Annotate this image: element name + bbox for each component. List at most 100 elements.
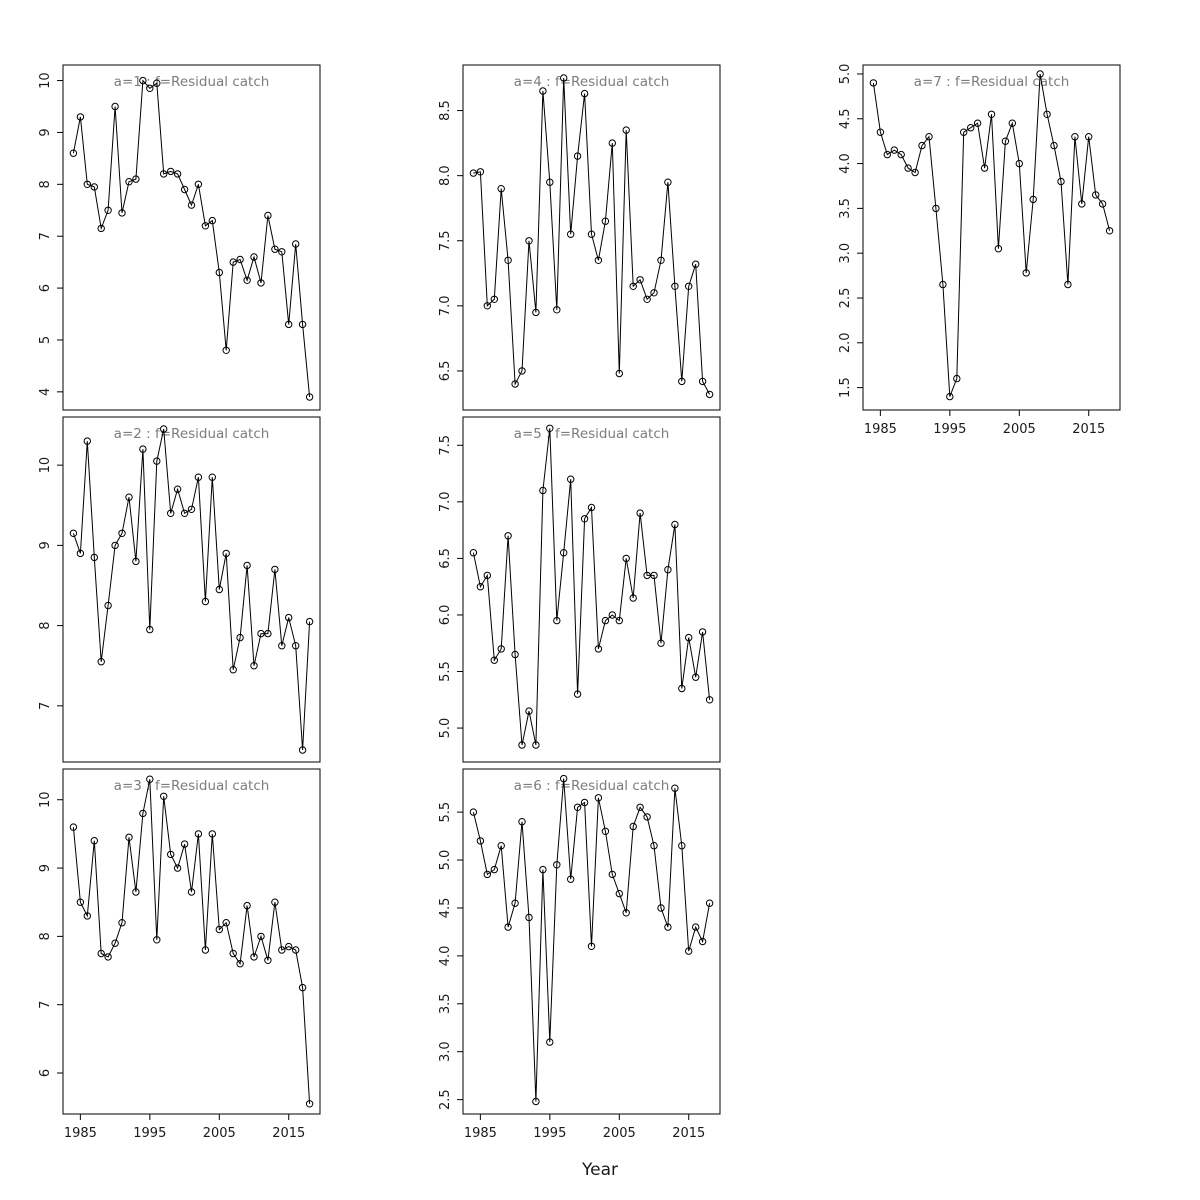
data-point-marker bbox=[104, 953, 112, 961]
data-point-marker bbox=[271, 898, 279, 906]
data-point-marker bbox=[298, 320, 307, 329]
data-point-marker bbox=[1085, 133, 1093, 141]
data-point-marker bbox=[243, 561, 251, 570]
data-point-marker bbox=[132, 557, 140, 566]
data-point-marker bbox=[285, 320, 293, 329]
y-tick-label: 5.0 bbox=[438, 718, 453, 739]
data-point-marker bbox=[173, 864, 182, 872]
data-point-marker bbox=[567, 230, 575, 238]
y-tick-label: 8.0 bbox=[438, 165, 453, 186]
x-tick-label: 2015 bbox=[672, 1126, 705, 1141]
data-point-marker bbox=[608, 870, 616, 879]
data-point-marker bbox=[229, 258, 237, 266]
data-point-marker bbox=[125, 833, 133, 841]
x-tick-label: 2005 bbox=[603, 1126, 636, 1141]
data-point-marker bbox=[580, 89, 589, 98]
data-point-marker bbox=[629, 822, 637, 831]
data-point-marker bbox=[132, 888, 140, 896]
data-point-marker bbox=[1029, 195, 1037, 204]
data-point-marker bbox=[264, 956, 272, 964]
data-point-marker bbox=[483, 302, 491, 310]
data-point-marker bbox=[83, 437, 92, 445]
data-point-marker bbox=[69, 149, 78, 157]
data-point-marker bbox=[685, 282, 693, 290]
data-point-marker bbox=[298, 746, 307, 754]
data-point-marker bbox=[208, 216, 217, 225]
panel-box bbox=[462, 768, 721, 1115]
data-point-marker bbox=[292, 642, 300, 650]
data-point-marker bbox=[69, 823, 78, 831]
data-point-marker bbox=[305, 617, 314, 626]
data-point-marker bbox=[567, 875, 575, 883]
data-point-marker bbox=[608, 139, 616, 147]
data-point-marker bbox=[180, 840, 189, 848]
data-point-marker bbox=[657, 639, 665, 647]
data-point-marker bbox=[76, 549, 85, 558]
data-point-marker bbox=[973, 119, 982, 127]
data-point-marker bbox=[678, 842, 686, 850]
data-point-marker bbox=[257, 279, 265, 287]
data-point-marker bbox=[890, 146, 898, 154]
data-point-marker bbox=[187, 888, 196, 896]
data-point-marker bbox=[546, 424, 554, 432]
data-point-marker bbox=[264, 629, 272, 638]
data-point-marker bbox=[243, 901, 251, 910]
y-tick-label: 6.0 bbox=[438, 605, 453, 626]
data-point-marker bbox=[278, 946, 286, 954]
data-point-marker bbox=[664, 566, 672, 574]
y-tick-label: 5.0 bbox=[838, 64, 853, 85]
data-point-marker bbox=[692, 673, 700, 681]
data-point-marker bbox=[469, 808, 478, 816]
data-point-marker bbox=[594, 256, 603, 264]
y-tick-label: 9 bbox=[38, 128, 53, 136]
data-point-marker bbox=[643, 571, 651, 580]
data-point-marker bbox=[201, 597, 210, 606]
data-point-marker bbox=[939, 280, 947, 289]
data-point-marker bbox=[1008, 119, 1016, 127]
data-point-marker bbox=[692, 923, 700, 931]
data-point-marker bbox=[953, 374, 961, 383]
x-tick-label: 1985 bbox=[464, 1126, 497, 1141]
x-tick-label: 1995 bbox=[933, 422, 966, 437]
y-tick-label: 7.0 bbox=[438, 296, 453, 317]
y-tick-label: 7.5 bbox=[438, 230, 453, 251]
data-point-marker bbox=[139, 809, 147, 818]
data-point-marker bbox=[236, 255, 244, 264]
data-point-marker bbox=[553, 306, 561, 314]
data-point-marker bbox=[167, 509, 175, 517]
x-tick-label: 2005 bbox=[1003, 422, 1036, 437]
data-point-marker bbox=[532, 1097, 540, 1106]
data-point-marker bbox=[146, 625, 154, 634]
data-point-marker bbox=[208, 830, 217, 838]
x-tick-label: 2015 bbox=[1072, 422, 1105, 437]
y-tick-label: 6 bbox=[38, 1069, 53, 1077]
y-tick-label: 4 bbox=[38, 388, 53, 396]
data-point-marker bbox=[629, 594, 637, 602]
data-point-marker bbox=[215, 268, 224, 277]
data-point-marker bbox=[125, 178, 133, 186]
y-tick-label: 2.0 bbox=[838, 332, 853, 353]
data-point-marker bbox=[664, 178, 672, 186]
data-point-marker bbox=[180, 185, 189, 194]
data-point-marker bbox=[139, 76, 147, 85]
data-point-marker bbox=[1043, 110, 1051, 119]
data-point-marker bbox=[869, 79, 878, 87]
panel-box bbox=[462, 416, 721, 763]
panel-title: a=2 : f=Residual catch bbox=[114, 426, 270, 442]
data-point-marker bbox=[236, 960, 244, 968]
data-point-marker bbox=[153, 79, 161, 87]
data-point-marker bbox=[594, 794, 603, 802]
panel-box bbox=[62, 416, 321, 763]
data-point-marker bbox=[601, 217, 610, 225]
data-point-marker bbox=[250, 662, 258, 670]
y-tick-label: 10 bbox=[38, 72, 53, 89]
y-tick-label: 8 bbox=[38, 621, 53, 629]
y-tick-label: 5.0 bbox=[438, 850, 453, 871]
data-point-marker bbox=[153, 457, 161, 465]
data-point-marker bbox=[657, 256, 665, 264]
data-point-marker bbox=[594, 645, 603, 653]
data-point-marker bbox=[698, 937, 707, 946]
x-tick-label: 1995 bbox=[533, 1126, 566, 1141]
series-line bbox=[472, 428, 711, 746]
